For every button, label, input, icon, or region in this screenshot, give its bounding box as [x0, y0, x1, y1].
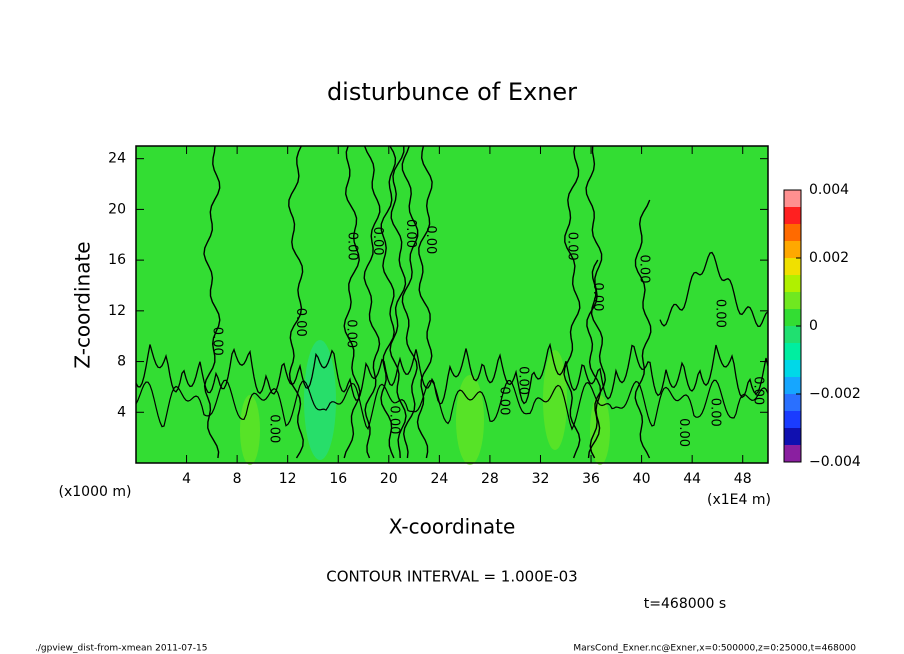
colorbar-band — [784, 445, 801, 462]
shade-patch — [456, 375, 484, 465]
contour-label: 0.00 — [590, 282, 605, 311]
contour-label: 0.00 — [266, 414, 281, 443]
x-tick-label: 4 — [182, 471, 191, 487]
contour-line — [401, 146, 419, 459]
colorbar-band — [784, 241, 801, 258]
shade-patch — [304, 340, 336, 460]
contour-line — [203, 146, 221, 459]
contour-line — [659, 251, 768, 327]
chart-title: disturbunce of Exner — [327, 78, 577, 106]
footer-left: ./gpview_dist-from-xmean 2011-07-15 — [35, 644, 207, 654]
colorbar-tick-label: 0.002 — [809, 250, 849, 266]
colorbar-band — [784, 411, 801, 428]
y-tick-label: 16 — [108, 252, 126, 268]
colorbar-band — [784, 326, 801, 343]
contour-label: 0.00 — [423, 225, 438, 254]
x-tick-label: 32 — [532, 471, 550, 487]
field — [136, 146, 768, 463]
contour-label: 0.00 — [676, 418, 691, 447]
x-tick-label: 8 — [233, 471, 242, 487]
contour-label: 0.00 — [403, 219, 418, 248]
plot-frame — [135, 145, 769, 464]
shade-patch — [543, 350, 567, 450]
x-tick-label: 16 — [329, 471, 347, 487]
colorbar-band — [784, 258, 801, 275]
contour-line — [389, 146, 407, 459]
contour-label: 0.00 — [637, 255, 652, 284]
colorbar-band — [784, 207, 801, 224]
contour-label: 0.00 — [707, 398, 722, 427]
y-tick-label: 12 — [108, 303, 126, 319]
contour-label: 0.00 — [515, 366, 530, 395]
contour-label: 0.00 — [386, 405, 401, 434]
contour-label: 0.00 — [343, 319, 358, 348]
colorbar-band — [784, 190, 801, 207]
colorbar-band — [784, 360, 801, 377]
y-tick-label: 24 — [108, 151, 126, 167]
contour-label: 0.00 — [370, 227, 385, 256]
contour-interval: CONTOUR INTERVAL = 1.000E-03 — [326, 568, 577, 586]
x-tick-label: 36 — [582, 471, 600, 487]
contour-line — [563, 146, 581, 459]
x-tick-label: 44 — [683, 471, 701, 487]
colorbar-tick-label: −0.002 — [809, 386, 861, 402]
x-tick-label: 12 — [279, 471, 297, 487]
contour-label: 0.00 — [345, 232, 360, 261]
y-tick-label: 8 — [117, 354, 126, 370]
contour-line — [343, 146, 361, 459]
contour-label: 0.00 — [209, 327, 224, 356]
contour-line — [634, 199, 652, 459]
contour-line — [136, 379, 768, 431]
contour-label: 0.00 — [496, 386, 511, 415]
contour-line — [380, 146, 397, 459]
colorbar-band — [784, 377, 801, 394]
shade-patch — [240, 395, 260, 465]
colorbar-tick-label: 0.004 — [809, 182, 849, 198]
contour-label: 0.00 — [565, 232, 580, 261]
colorbar-band — [784, 275, 801, 292]
colorbar-band — [784, 394, 801, 411]
colorbar-band — [784, 224, 801, 241]
colorbar-band — [784, 309, 801, 326]
x-tick-label: 20 — [380, 471, 398, 487]
y-tick-label: 4 — [117, 404, 126, 420]
y-axis-label: Z-coordinate — [71, 241, 95, 368]
x-axis-label: X-coordinate — [389, 515, 516, 539]
x-tick-label: 48 — [734, 471, 752, 487]
colorbar-band — [784, 343, 801, 360]
colorbar-band — [784, 428, 801, 445]
y-tick-label: 20 — [108, 201, 126, 217]
x-tick-label: 24 — [430, 471, 448, 487]
x-tick-label: 40 — [633, 471, 651, 487]
contour-label: 0.00 — [712, 299, 727, 328]
contour-line — [589, 259, 607, 459]
contour-line — [416, 146, 433, 459]
contour-label: 0.00 — [293, 308, 308, 337]
contour-label: 0.00 — [750, 376, 765, 405]
colorbar-band — [784, 292, 801, 309]
colorbar-tick-label: 0 — [809, 318, 818, 334]
colorbar-tick-label: −0.004 — [809, 454, 861, 470]
contour-line — [288, 146, 304, 459]
contour-line — [363, 146, 381, 459]
y-unit: (x1000 m) — [59, 484, 132, 500]
x-tick-label: 28 — [481, 471, 499, 487]
footer-right: MarsCond_Exner.nc@Exner,x=0:500000,z=0:2… — [573, 644, 856, 654]
x-unit: (x1E4 m) — [707, 492, 771, 508]
contour-line — [136, 342, 768, 405]
contours — [136, 146, 768, 459]
contour-line — [585, 146, 603, 459]
time-label: t=468000 s — [644, 596, 726, 612]
